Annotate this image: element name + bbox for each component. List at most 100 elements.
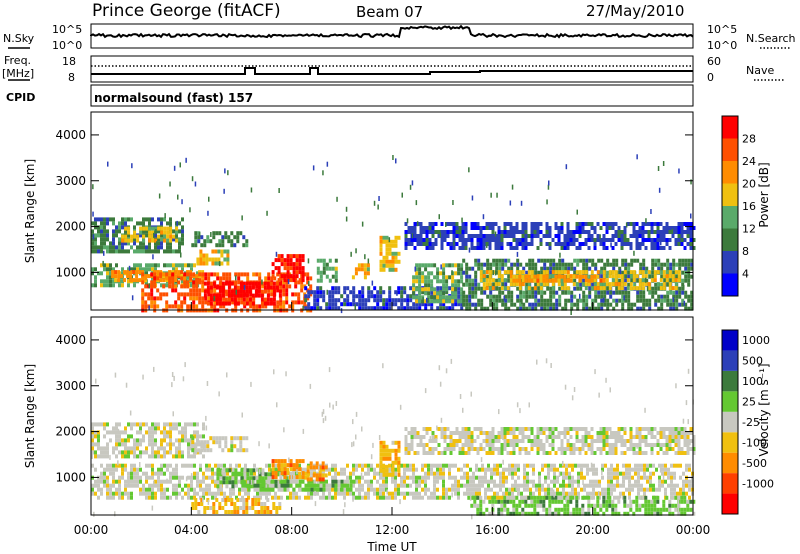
heatmap-cell: [283, 266, 287, 271]
heatmap-cell: [600, 306, 604, 311]
heatmap-cell: [352, 294, 356, 299]
heatmap-cell: [501, 262, 505, 267]
heatmap-cell: [187, 438, 190, 443]
heatmap-cell: [394, 467, 397, 472]
heatmap-cell: [690, 294, 694, 299]
heatmap-cell: [217, 261, 221, 266]
heatmap-cell: [215, 293, 219, 298]
heatmap-cell: [666, 298, 670, 303]
heatmap-cell: [297, 300, 301, 305]
heatmap-cell: [157, 245, 160, 250]
heatmap-cell: [292, 254, 296, 259]
heatmap-cell: [434, 435, 438, 439]
heatmap-cell: [549, 266, 553, 271]
heatmap-cell: [612, 306, 616, 311]
heatmap-cell: [191, 448, 195, 453]
heatmap-cell: [283, 459, 287, 464]
heatmap-cell: [504, 294, 508, 299]
heatmap-cell: [684, 278, 688, 283]
heatmap-cell: [174, 284, 178, 289]
heatmap-cell: [283, 274, 287, 279]
heatmap-cell: [669, 306, 673, 311]
heatmap-cell: [142, 229, 145, 234]
heatmap-cell: [549, 270, 553, 275]
heatmap-cell: [127, 454, 130, 459]
heatmap-cell: [601, 491, 604, 496]
heatmap-cell: [366, 267, 370, 272]
heatmap-cell: [410, 439, 414, 443]
heatmap-cell: [572, 282, 576, 287]
heatmap-cell: [224, 297, 228, 302]
heatmap-cell: [665, 226, 669, 230]
heatmap-cell: [445, 491, 448, 496]
heatmap-cell: [202, 454, 205, 459]
heatmap-cell: [692, 226, 696, 230]
heatmap-cell: [203, 293, 207, 298]
heatmap-cell: [112, 495, 115, 500]
heatmap-cell: [91, 463, 94, 468]
heatmap-cell: [172, 471, 175, 476]
heatmap-cell: [542, 270, 546, 275]
heatmap-cell: [263, 281, 267, 286]
heatmap-cell: [135, 274, 139, 279]
heatmap-cell: [388, 294, 392, 299]
heatmap-cell: [530, 234, 534, 238]
heatmap-cell: [674, 270, 678, 275]
heatmap-cell: [530, 222, 534, 226]
colorbar-segment: [722, 206, 738, 229]
heatmap-cell: [260, 502, 264, 506]
heatmap-cell: [136, 267, 139, 272]
heatmap-cell: [677, 278, 681, 283]
heatmap-cell: [436, 487, 439, 492]
heatmap-cell: [264, 484, 268, 489]
heatmap-cell: [258, 472, 262, 477]
heatmap-cell: [282, 300, 286, 305]
heatmap-cell: [406, 467, 409, 472]
heatmap-cell: [153, 270, 157, 275]
heatmap-cell: [222, 276, 226, 281]
heatmap-cell: [440, 435, 444, 439]
heatmap-cell: [675, 294, 679, 299]
heatmap-cell: [160, 217, 163, 222]
heatmap-cell: [340, 471, 343, 476]
heatmap-cell: [181, 229, 184, 234]
heatmap-cell: [240, 272, 244, 277]
heatmap-cell: [246, 468, 250, 473]
heatmap-cell: [421, 271, 425, 276]
heatmap-cell: [623, 270, 627, 275]
heatmap-cell: [654, 282, 658, 287]
heatmap-cell: [106, 233, 109, 238]
heatmap-cell: [325, 266, 329, 271]
heatmap-cell: [501, 298, 505, 303]
heatmap-cell: [331, 483, 335, 488]
heatmap-cell: [403, 491, 406, 496]
heatmap-cell: [556, 479, 559, 484]
heatmap-cell: [220, 261, 224, 266]
heatmap-cell: [679, 487, 682, 492]
heatmap-cell: [620, 239, 623, 245]
heatmap-cell: [662, 274, 666, 279]
heatmap-cell: [151, 430, 154, 435]
heatmap-cell: [424, 483, 427, 488]
heatmap-cell: [684, 306, 688, 311]
heatmap-cell: [437, 230, 441, 234]
heatmap-cell: [148, 267, 151, 272]
heatmap-cell: [690, 274, 694, 279]
heatmap-cell: [599, 226, 603, 230]
heatmap-cell: [611, 226, 615, 230]
heatmap-cell: [246, 276, 250, 281]
heatmap-cell: [151, 483, 154, 488]
heatmap-cell: [436, 467, 439, 472]
heatmap-cell: [136, 430, 139, 435]
heatmap-cell: [169, 241, 172, 246]
heatmap-cell: [687, 258, 691, 263]
heatmap-cell: [278, 188, 280, 193]
heatmap-cell: [607, 471, 610, 476]
heatmap-cell: [409, 286, 413, 291]
heatmap-cell: [657, 258, 661, 263]
heatmap-cell: [488, 278, 492, 283]
heatmap-cell: [316, 491, 319, 496]
heatmap-cell: [277, 483, 281, 488]
heatmap-cell: [629, 242, 633, 246]
heatmap-cell: [211, 471, 214, 476]
